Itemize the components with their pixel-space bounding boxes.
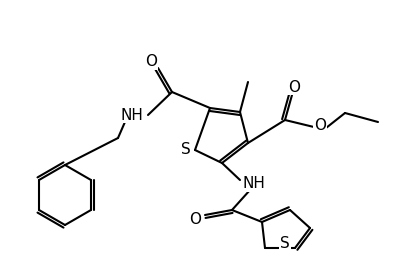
Text: O: O <box>189 212 201 227</box>
Text: S: S <box>181 142 191 157</box>
Text: O: O <box>288 79 300 94</box>
Text: O: O <box>314 118 326 133</box>
Text: O: O <box>145 54 157 69</box>
Text: NH: NH <box>120 108 144 123</box>
Text: S: S <box>280 237 290 252</box>
Text: NH: NH <box>242 176 266 191</box>
